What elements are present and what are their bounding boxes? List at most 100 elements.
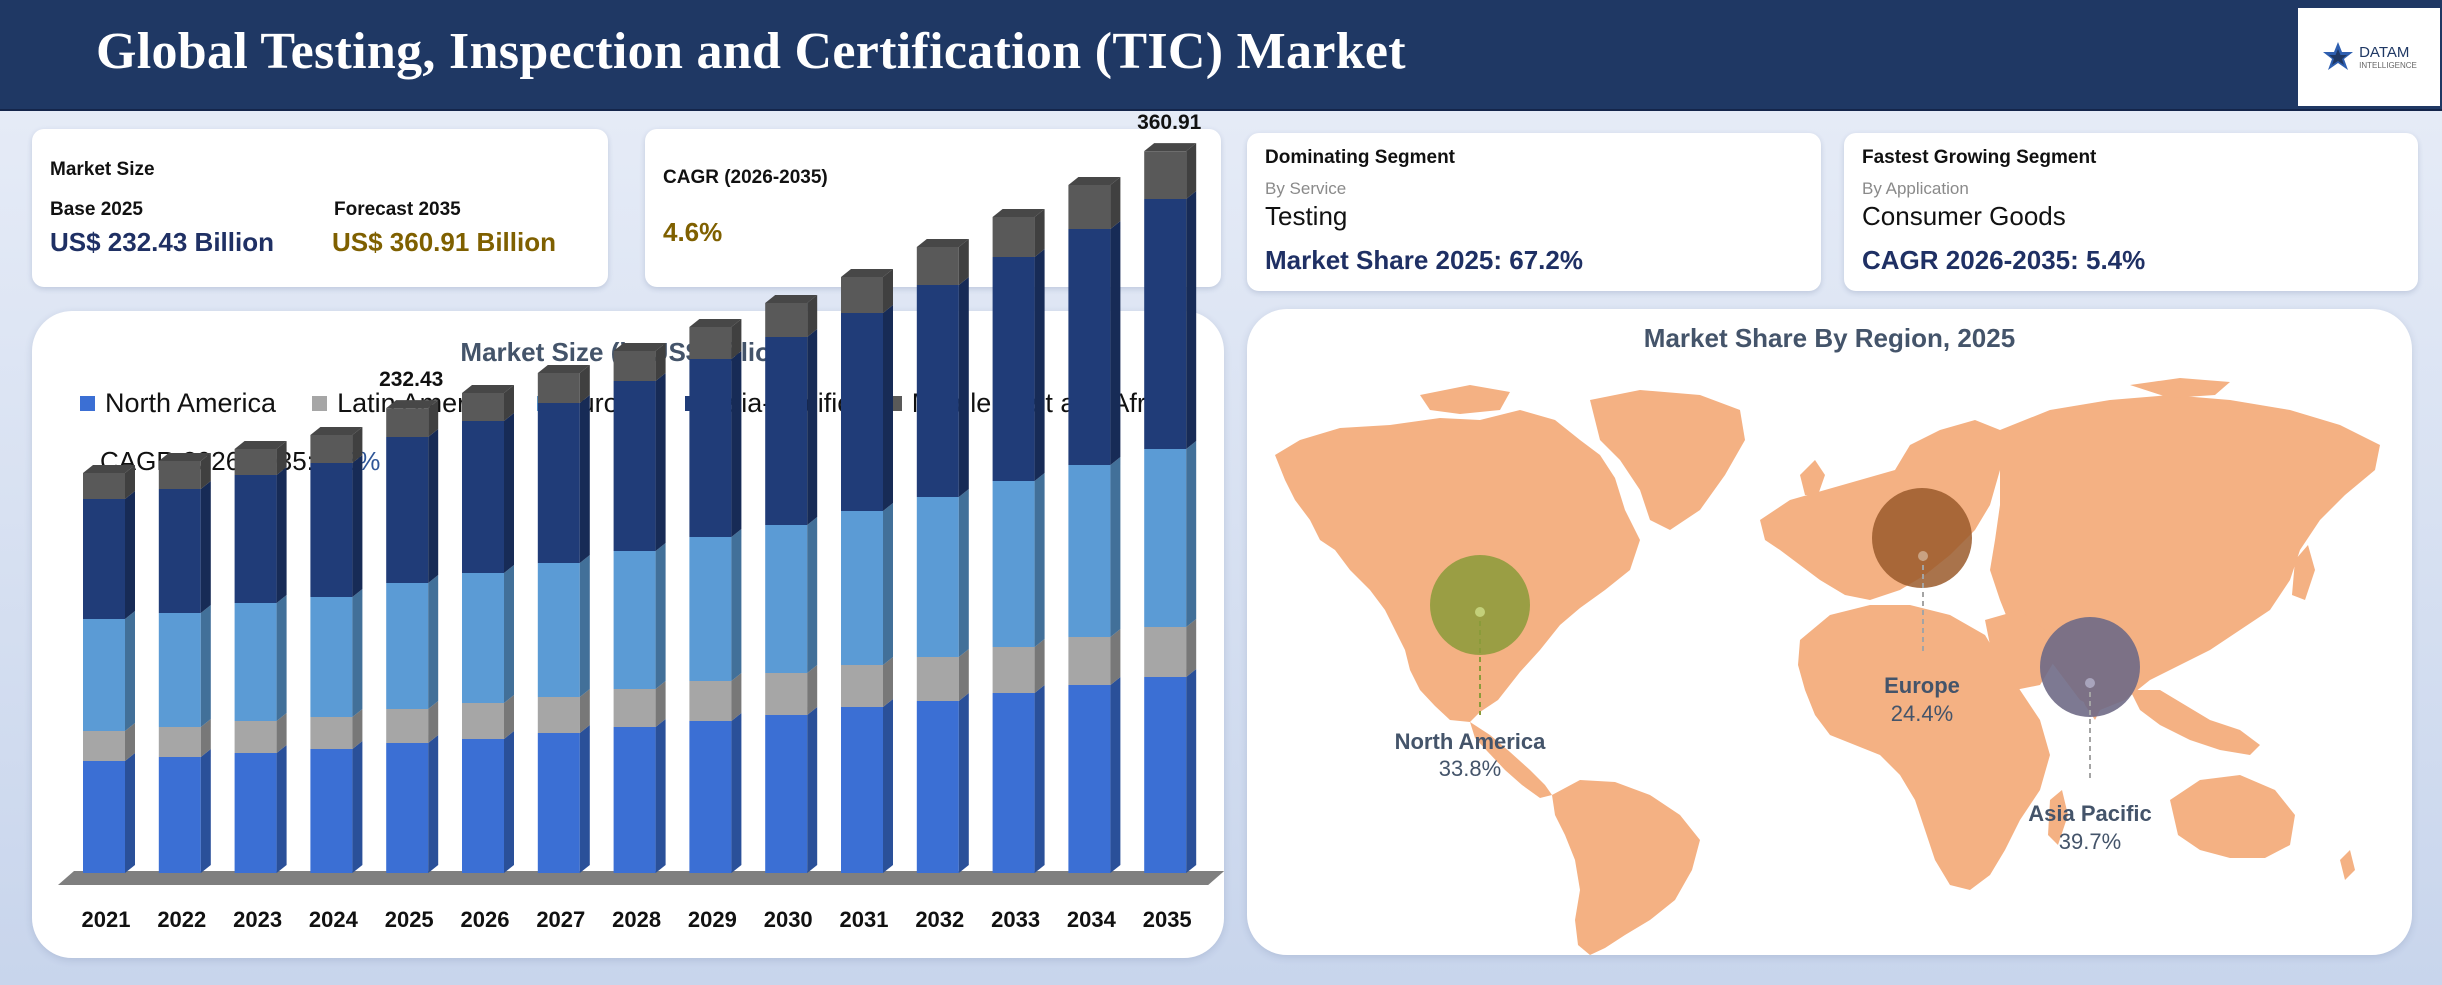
bar-segment [613, 373, 666, 551]
asia-pacific-marker [2040, 617, 2140, 780]
x-tick-label: 2021 [82, 907, 131, 932]
bar-segment [234, 713, 287, 753]
dominating-by: By Service [1265, 179, 1347, 198]
north-america-bubble [1430, 555, 1530, 655]
fastest-label: Fastest Growing Segment [1862, 147, 2097, 168]
bar-segment [386, 735, 439, 873]
bar-segment [83, 465, 135, 499]
bar-segment [386, 429, 439, 583]
arctic-islands-land [1420, 385, 1510, 414]
x-tick-label: 2025 [385, 907, 434, 932]
bar-segment [462, 731, 514, 873]
bar-segment [1068, 177, 1121, 229]
uk-land [1800, 460, 1825, 495]
bar-segment [765, 665, 818, 715]
bar-segment [537, 725, 590, 873]
bar-segment [765, 329, 818, 525]
bar-segment [83, 723, 135, 761]
bar-segment [310, 589, 363, 717]
bar-segment [613, 543, 666, 689]
cagr-label: CAGR (2026-2035) [663, 167, 828, 188]
chart-floor [58, 871, 1225, 885]
base-year-label: Base 2025 [50, 199, 143, 220]
x-tick-label: 2034 [1067, 907, 1117, 932]
bar-segment [158, 453, 211, 489]
bar-segment [992, 249, 1045, 481]
logo-text: DATAM [2359, 43, 2410, 61]
bar-segment [158, 481, 211, 613]
europe-bubble [1872, 488, 1972, 588]
bar-segment [689, 529, 742, 681]
company-logo: DATAM INTELLIGENCE [2298, 8, 2440, 106]
x-tick-label: 2029 [688, 907, 737, 932]
dominating-metric: Market Share 2025: 67.2% [1265, 245, 1583, 275]
bar-segment [689, 319, 742, 359]
legend-label: North America [105, 388, 277, 418]
bar-segment [1144, 669, 1197, 873]
asia-pacific-share: 39.7% [2059, 829, 2121, 854]
bar-segment [158, 719, 211, 757]
bar-segment [689, 673, 742, 721]
bar-segment [1144, 191, 1197, 449]
bar-segment [916, 239, 969, 285]
bar-segment [916, 693, 969, 873]
bar-segment [992, 639, 1045, 693]
bar-segment [310, 427, 363, 463]
fastest-metric: CAGR 2026-2035: 5.4% [1862, 245, 2146, 275]
europe-marker [1872, 488, 1972, 655]
europe-share: 24.4% [1891, 701, 1953, 726]
europe-land [1760, 420, 2000, 600]
bar-segment [916, 489, 969, 657]
base-year-value: US$ 232.43 Billion [50, 227, 274, 257]
bar-segment [765, 295, 818, 337]
bar-segment [613, 343, 666, 381]
bar-segment [841, 269, 893, 313]
bar-segment [1068, 677, 1121, 873]
europe-label: Europe [1884, 673, 1960, 698]
bar-segment [613, 681, 666, 727]
bar-segment [386, 701, 439, 743]
bar-segment [689, 351, 742, 537]
forecast-label: Forecast 2035 [334, 199, 461, 220]
bar-segment [765, 517, 818, 673]
bar-total-label: 232.43 [379, 368, 443, 391]
bar-segment [765, 707, 818, 873]
bar-segment [841, 657, 893, 707]
x-tick-label: 2026 [461, 907, 510, 932]
bar-segment [310, 709, 363, 749]
legend-swatch [312, 396, 328, 411]
x-tick-label: 2035 [1143, 907, 1192, 932]
map-landmass [1275, 378, 2380, 955]
bar-segment [234, 467, 287, 603]
bar-segment [1144, 441, 1197, 627]
bar-segment [386, 575, 439, 709]
asia-pacific-dot [2085, 678, 2095, 688]
bar-segment [83, 491, 135, 619]
dominating-segment: Testing [1265, 201, 1348, 231]
greenland-land [1590, 390, 1745, 530]
bar-segment [1068, 629, 1121, 685]
north-america-dot [1475, 607, 1485, 617]
x-tick-label: 2031 [840, 907, 889, 932]
bar-segment [83, 611, 135, 731]
bar-segment [537, 555, 590, 697]
market-size-card: Market Size Base 2025 US$ 232.43 Billion… [32, 129, 608, 287]
fastest-segment-card: Fastest Growing Segment By Application C… [1844, 133, 2418, 291]
north-america-share: 33.8% [1439, 756, 1501, 781]
bar-segment [1144, 143, 1197, 199]
x-tick-label: 2022 [157, 907, 206, 932]
map-title: Market Share By Region, 2025 [1643, 323, 2016, 353]
bar-segment [310, 455, 363, 597]
x-tick-label: 2023 [233, 907, 282, 932]
southeast-asia-land [2130, 690, 2260, 755]
bar-segment [234, 745, 287, 873]
page-title: Global Testing, Inspection and Certifica… [96, 23, 1406, 80]
bar-segment [613, 719, 666, 873]
bar-segment [1068, 457, 1121, 637]
bar-segment [537, 365, 590, 403]
bar-segment [537, 395, 590, 563]
bar-segment [462, 695, 514, 739]
north-america-marker [1430, 555, 1530, 715]
fastest-segment: Consumer Goods [1862, 201, 2066, 231]
bar-segment [841, 699, 893, 873]
